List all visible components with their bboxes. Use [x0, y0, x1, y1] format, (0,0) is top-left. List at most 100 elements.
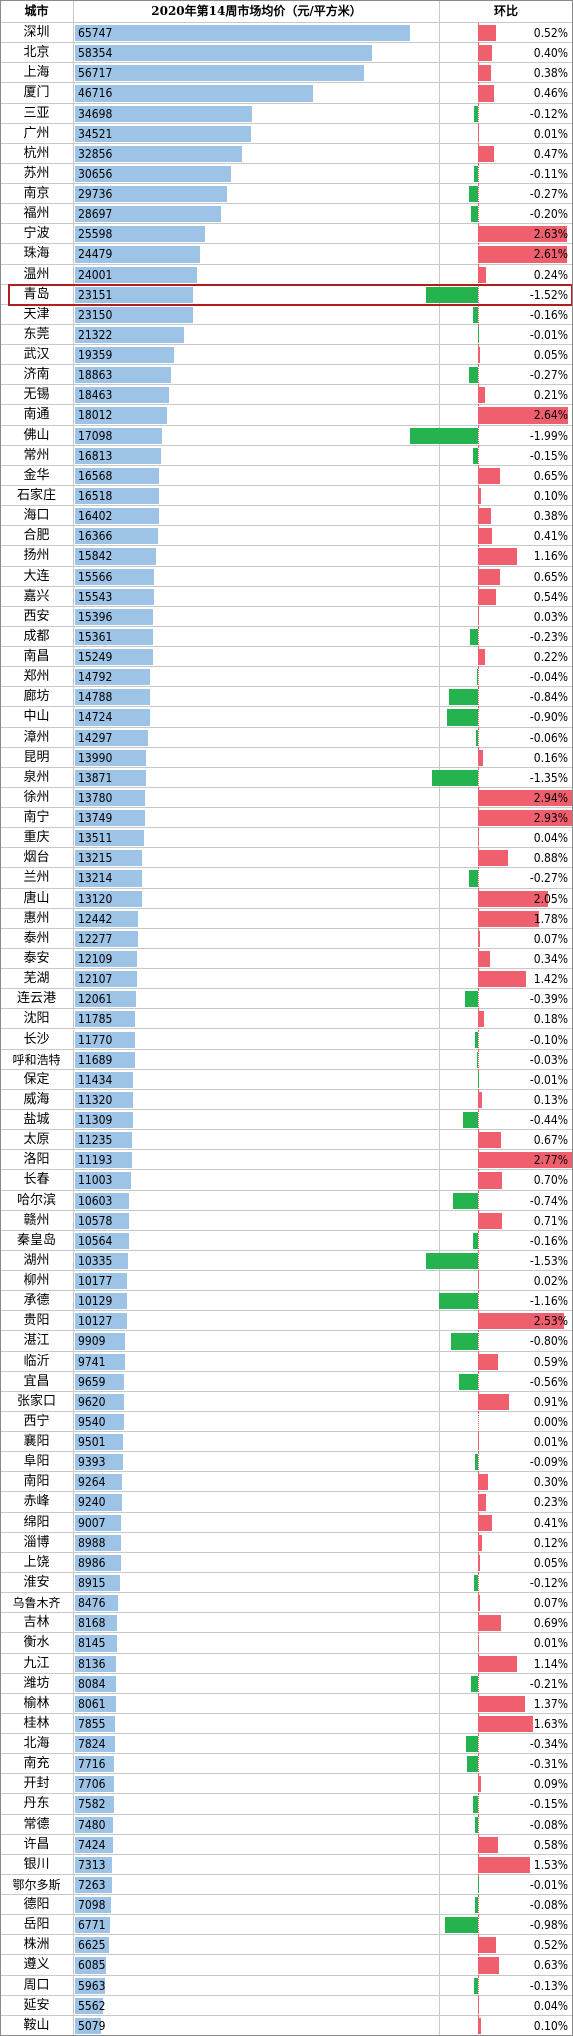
price-value: 13511 [78, 831, 113, 846]
change-bar [444, 1917, 478, 1934]
price-value: 7424 [78, 1837, 106, 1852]
price-bar [75, 1413, 124, 1431]
price-bar [75, 1112, 133, 1129]
price-cell: 14792 [74, 667, 440, 688]
change-bar [478, 789, 573, 807]
price-value: 46716 [78, 86, 113, 101]
table-row: 芜湖 12107 1.42% [0, 969, 573, 990]
price-bar [75, 689, 151, 706]
table-row: 威海 11320 0.13% [0, 1089, 573, 1110]
price-value: 12107 [78, 972, 113, 987]
price-bar [75, 286, 193, 303]
change-zero-axis [478, 365, 479, 386]
change-value: 0.47% [533, 146, 568, 161]
table-row: 洛阳 11193 2.77% [0, 1150, 573, 1171]
city-cell: 承德 [0, 1291, 74, 1312]
price-bar [75, 1393, 125, 1410]
price-value: 13990 [78, 750, 113, 765]
change-cell: 0.05% [440, 345, 573, 366]
table-row: 银川 7313 1.53% [0, 1854, 573, 1875]
price-cell: 34521 [74, 123, 440, 144]
change-cell: 2.64% [440, 405, 573, 426]
price-value: 9741 [78, 1354, 106, 1369]
change-value: -1.52% [529, 287, 568, 302]
change-bar [464, 991, 478, 1008]
price-bar [75, 165, 232, 183]
change-cell: 0.13% [440, 1089, 573, 1110]
change-value: 2.05% [533, 891, 568, 906]
price-cell: 7706 [74, 1774, 440, 1795]
change-cell: -0.34% [440, 1734, 573, 1755]
price-value: 30656 [78, 166, 113, 181]
change-cell: 0.41% [440, 1512, 573, 1533]
change-bar [476, 669, 478, 686]
price-cell: 13120 [74, 888, 440, 909]
change-cell: 0.03% [440, 606, 573, 627]
change-cell: -1.99% [410, 425, 573, 446]
change-value: 0.03% [533, 609, 568, 624]
change-cell: 0.22% [440, 647, 573, 668]
price-cell: 12442 [74, 908, 440, 929]
table-row: 淄博 8988 0.12% [0, 1532, 573, 1553]
header-change: 环比 [440, 0, 573, 23]
city-cell: 上饶 [0, 1552, 74, 1573]
change-value: 0.65% [533, 468, 568, 483]
table-row: 漳州 14297 -0.06% [0, 727, 573, 748]
price-bar [75, 1856, 113, 1873]
change-cell: -0.11% [440, 163, 573, 185]
city-cell: 扬州 [0, 546, 74, 567]
price-value: 23151 [78, 287, 113, 302]
table-row: 深圳 65747 0.52% [0, 23, 573, 44]
city-cell: 长沙 [0, 1029, 74, 1050]
price-bar [75, 649, 153, 666]
price-bar [75, 105, 252, 122]
price-cell: 5562 [74, 1995, 440, 2016]
table-row: 福州 28697 -0.20% [0, 204, 573, 225]
price-value: 9240 [78, 1495, 106, 1510]
change-value: -0.74% [529, 1193, 568, 1208]
change-bar [438, 1293, 478, 1310]
change-bar [470, 1675, 478, 1692]
price-bar [75, 830, 144, 847]
change-cell: -0.27% [440, 184, 573, 205]
change-cell: -0.06% [440, 727, 573, 748]
change-cell: -0.23% [440, 626, 573, 648]
city-cell: 苏州 [0, 163, 74, 185]
price-bar [75, 950, 137, 968]
price-cell: 24479 [74, 244, 440, 265]
price-value: 7480 [78, 1817, 106, 1832]
change-zero-axis [478, 1029, 479, 1050]
table-row: 衡水 8145 0.01% [0, 1633, 573, 1654]
change-zero-axis [478, 1432, 479, 1453]
table-row: 西安 15396 0.03% [0, 606, 573, 627]
change-bar [478, 508, 491, 525]
price-value: 7855 [78, 1716, 106, 1731]
change-value: -0.20% [529, 207, 568, 222]
price-value: 16568 [78, 468, 113, 483]
price-value: 10129 [78, 1294, 113, 1309]
change-value: 0.01% [533, 126, 568, 141]
price-value: 11320 [78, 1092, 113, 1107]
change-cell: -0.09% [440, 1452, 573, 1473]
change-cell: -0.74% [440, 1190, 573, 1211]
table-row: 哈尔滨 10603 -0.74% [0, 1190, 573, 1211]
price-bar [75, 709, 151, 726]
change-bar [472, 306, 478, 323]
city-cell: 昆明 [0, 747, 74, 768]
change-value: 0.07% [533, 931, 568, 946]
table-row: 泉州 13871 -1.35% [0, 767, 573, 788]
change-cell: 2.93% [440, 808, 573, 829]
change-bar [478, 85, 494, 102]
city-cell: 漳州 [0, 727, 74, 748]
change-value: -0.04% [529, 670, 568, 685]
city-cell: 柳州 [0, 1271, 74, 1292]
change-cell: -0.31% [440, 1754, 573, 1775]
price-bar [75, 1313, 127, 1330]
city-cell: 沈阳 [0, 1009, 74, 1030]
change-bar [478, 1776, 482, 1793]
price-cell: 18463 [74, 385, 440, 406]
price-value: 19359 [78, 348, 113, 363]
table-row: 泰州 12277 0.07% [0, 928, 573, 949]
change-bar [478, 347, 480, 364]
price-value: 7263 [78, 1877, 106, 1892]
